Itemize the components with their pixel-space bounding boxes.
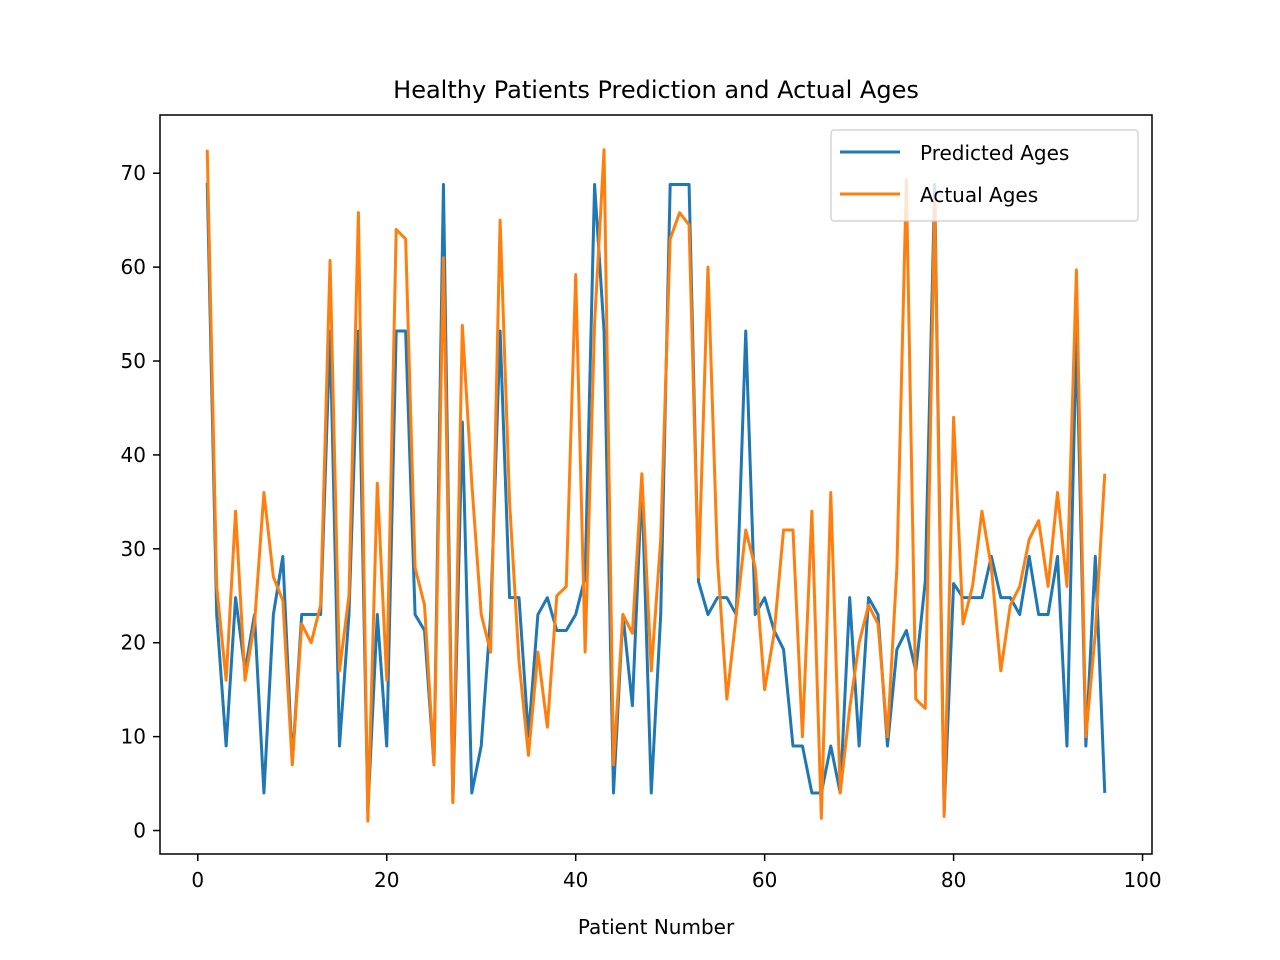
plot-frame (159, 114, 1153, 855)
y-tick-label: 20 (121, 631, 146, 655)
x-tick-label: 20 (374, 868, 399, 892)
x-tick-label: 100 (1123, 868, 1161, 892)
y-tick-label: 70 (121, 161, 146, 185)
x-tick-label: 40 (563, 868, 588, 892)
series-lines (205, 148, 1107, 823)
y-tick-label: 0 (133, 819, 146, 843)
y-axis-ticks: 0 10 20 30 40 50 60 70 (121, 161, 160, 843)
series-line-actual-ages (205, 148, 1107, 823)
x-tick-label: 80 (941, 868, 966, 892)
legend-label-actual: Actual Ages (920, 183, 1038, 207)
x-tick-label: 0 (191, 868, 204, 892)
x-axis-ticks: 0 20 40 60 80 100 (191, 854, 1162, 892)
y-tick-label: 40 (121, 443, 146, 467)
y-tick-label: 30 (121, 537, 146, 561)
y-tick-label: 50 (121, 349, 146, 373)
y-tick-label: 60 (121, 255, 146, 279)
x-axis-label: Patient Number (578, 915, 735, 939)
legend-box (830, 129, 1139, 222)
series-line-predicted-ages (205, 182, 1107, 814)
legend: Predicted Ages Actual Ages (830, 129, 1139, 222)
y-tick-label: 10 (121, 725, 146, 749)
chart-title: Healthy Patients Prediction and Actual A… (393, 76, 919, 104)
x-tick-label: 60 (752, 868, 777, 892)
legend-label-predicted: Predicted Ages (920, 141, 1069, 165)
